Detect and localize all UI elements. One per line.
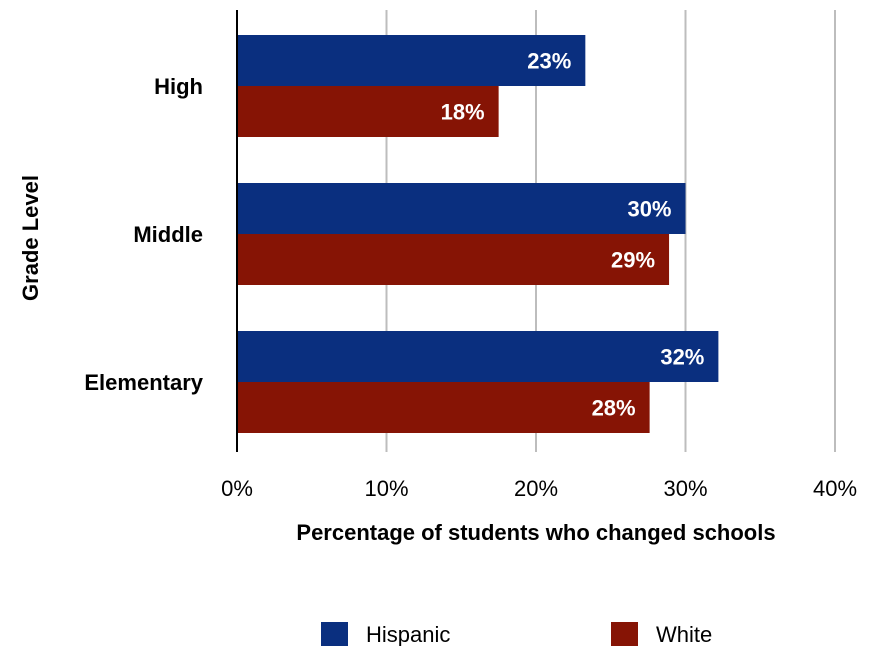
bar-value-label: 23%: [527, 49, 571, 74]
bar-value-label: 30%: [627, 197, 671, 222]
x-tick-label: 40%: [813, 476, 857, 501]
bar-hispanic: [237, 331, 719, 382]
bar-hispanic: [237, 183, 686, 234]
x-tick-labels: 0% 10% 20% 30% 40%: [221, 476, 857, 501]
category-label: Middle: [133, 222, 203, 247]
bar-hispanic: [237, 35, 586, 86]
bar-value-label: 29%: [611, 248, 655, 273]
x-tick-label: 20%: [514, 476, 558, 501]
legend-label: Hispanic: [366, 622, 450, 646]
legend-label: White: [656, 622, 712, 646]
x-tick-label: 30%: [663, 476, 707, 501]
bar-value-label: 32%: [660, 345, 704, 370]
bar-value-label: 28%: [592, 396, 636, 421]
bar-white: [237, 382, 650, 433]
bars: 23% 18% 30% 29% 32% 28%: [237, 35, 719, 433]
x-tick-label: 0%: [221, 476, 253, 501]
bar-white: [237, 234, 670, 285]
x-axis-title: Percentage of students who changed schoo…: [296, 520, 775, 545]
legend-swatch: [321, 622, 348, 646]
category-label: Elementary: [84, 370, 203, 395]
legend-swatch: [611, 622, 638, 646]
category-labels: High Middle Elementary: [84, 74, 203, 395]
bar-white: [237, 86, 499, 137]
bar-value-label: 18%: [441, 100, 485, 125]
category-label: High: [154, 74, 203, 99]
legend: Hispanic White: [321, 622, 712, 646]
y-axis-title: Grade Level: [18, 175, 43, 301]
x-tick-label: 10%: [364, 476, 408, 501]
